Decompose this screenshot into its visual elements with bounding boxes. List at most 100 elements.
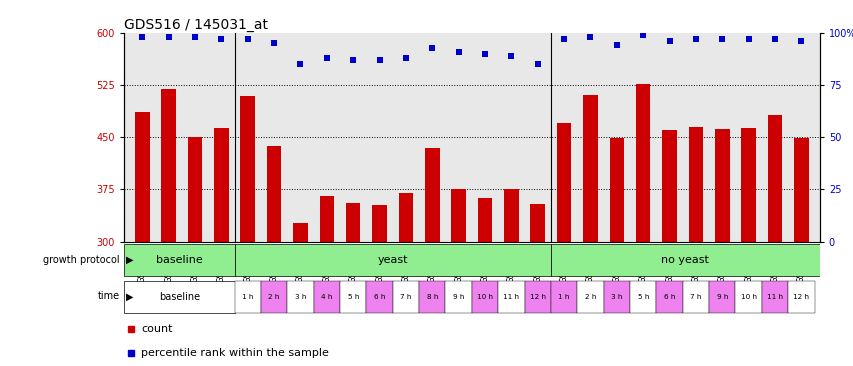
- Bar: [261, 281, 287, 313]
- Bar: [662, 130, 676, 242]
- Text: GDS516 / 145031_at: GDS516 / 145031_at: [124, 18, 268, 32]
- Bar: [471, 281, 497, 313]
- Bar: [556, 123, 571, 242]
- Text: 5 h: 5 h: [347, 294, 358, 300]
- Bar: [767, 115, 781, 242]
- Bar: [161, 89, 176, 242]
- Point: [609, 42, 623, 48]
- Text: 1 h: 1 h: [241, 294, 253, 300]
- Text: 12 h: 12 h: [792, 294, 809, 300]
- Bar: [339, 281, 366, 313]
- Bar: [235, 244, 550, 276]
- Bar: [419, 281, 445, 313]
- Bar: [577, 281, 603, 313]
- Point: [136, 34, 149, 40]
- Text: 5 h: 5 h: [637, 294, 648, 300]
- Bar: [345, 203, 360, 242]
- Bar: [497, 281, 524, 313]
- Text: ▶: ▶: [126, 255, 134, 265]
- Bar: [287, 281, 313, 313]
- Text: 2 h: 2 h: [268, 294, 280, 300]
- Bar: [530, 204, 544, 242]
- Point: [398, 55, 412, 61]
- Point: [768, 36, 781, 42]
- Point: [451, 49, 465, 55]
- Text: 8 h: 8 h: [426, 294, 438, 300]
- Text: 6 h: 6 h: [663, 294, 675, 300]
- Text: percentile rank within the sample: percentile rank within the sample: [141, 348, 328, 358]
- Bar: [656, 281, 682, 313]
- Bar: [188, 137, 202, 242]
- Bar: [524, 281, 550, 313]
- Bar: [319, 196, 334, 242]
- Text: 9 h: 9 h: [452, 294, 464, 300]
- Bar: [124, 281, 235, 313]
- Bar: [372, 205, 386, 242]
- Point: [531, 61, 544, 67]
- Text: 10 h: 10 h: [477, 294, 492, 300]
- Text: baseline: baseline: [159, 292, 200, 302]
- Point: [293, 61, 307, 67]
- Point: [425, 45, 438, 51]
- Bar: [124, 244, 235, 276]
- Text: 3 h: 3 h: [294, 294, 305, 300]
- Bar: [761, 281, 787, 313]
- Point: [688, 36, 702, 42]
- Bar: [266, 146, 281, 242]
- Point: [504, 53, 518, 59]
- Point: [715, 36, 728, 42]
- Bar: [793, 138, 808, 242]
- Bar: [235, 281, 261, 313]
- Bar: [214, 127, 229, 242]
- Text: ▶: ▶: [126, 291, 134, 302]
- Text: 4 h: 4 h: [321, 294, 332, 300]
- Point: [241, 36, 254, 42]
- Bar: [609, 138, 624, 242]
- Text: no yeast: no yeast: [661, 255, 709, 265]
- Bar: [787, 281, 814, 313]
- Text: 1 h: 1 h: [558, 294, 569, 300]
- Bar: [635, 84, 650, 242]
- Bar: [392, 281, 419, 313]
- Bar: [550, 244, 819, 276]
- Text: 9 h: 9 h: [716, 294, 727, 300]
- Point: [188, 34, 201, 40]
- Bar: [688, 127, 702, 242]
- Bar: [366, 281, 392, 313]
- Point: [372, 57, 386, 63]
- Point: [320, 55, 334, 61]
- Text: 6 h: 6 h: [374, 294, 385, 300]
- Point: [583, 34, 596, 40]
- Bar: [714, 129, 728, 242]
- Point: [557, 36, 571, 42]
- Bar: [451, 189, 466, 242]
- Text: 12 h: 12 h: [529, 294, 545, 300]
- Bar: [682, 281, 708, 313]
- Bar: [135, 112, 149, 242]
- Bar: [398, 193, 413, 242]
- Bar: [630, 281, 656, 313]
- Point: [478, 51, 491, 57]
- Text: 7 h: 7 h: [689, 294, 701, 300]
- Bar: [583, 95, 597, 242]
- Bar: [734, 281, 761, 313]
- Text: growth protocol: growth protocol: [43, 255, 119, 265]
- Bar: [740, 127, 755, 242]
- Text: 2 h: 2 h: [584, 294, 595, 300]
- Point: [346, 57, 360, 63]
- Text: 7 h: 7 h: [400, 294, 411, 300]
- Bar: [241, 96, 255, 242]
- Text: 11 h: 11 h: [502, 294, 519, 300]
- Point: [214, 36, 228, 42]
- Bar: [445, 281, 472, 313]
- Text: 3 h: 3 h: [611, 294, 622, 300]
- Text: 10 h: 10 h: [740, 294, 756, 300]
- Bar: [708, 281, 734, 313]
- Point: [161, 34, 175, 40]
- Bar: [425, 147, 439, 242]
- Bar: [477, 198, 491, 242]
- Point: [793, 38, 807, 44]
- Bar: [550, 281, 577, 313]
- Text: baseline: baseline: [155, 255, 202, 265]
- Point: [635, 32, 649, 38]
